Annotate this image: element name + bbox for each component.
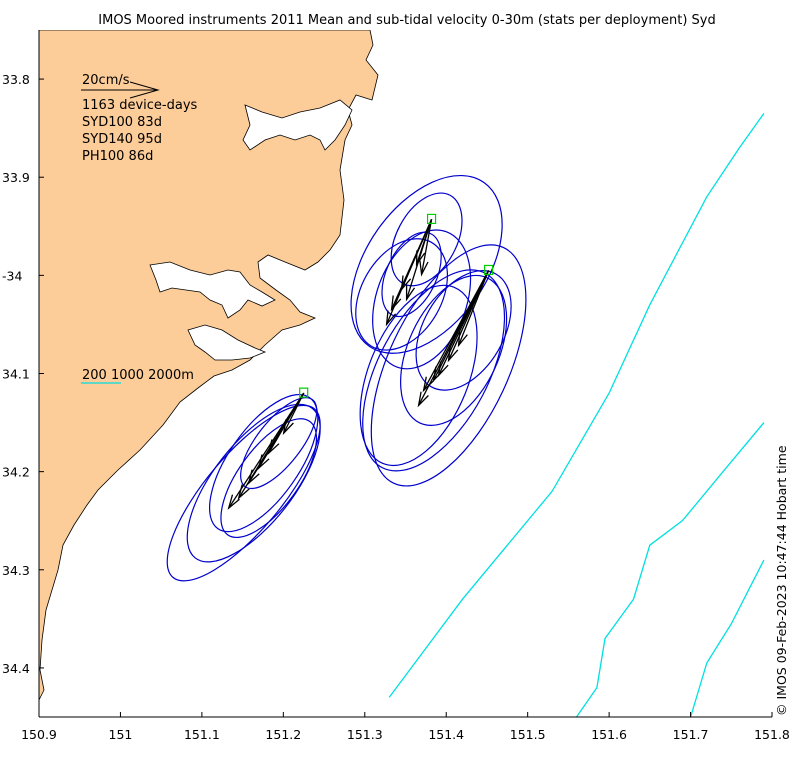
station-marker [426,213,437,225]
variance-ellipse [362,269,506,472]
velocity-vector-head [419,260,429,277]
y-tick-label: 34.3 [2,563,30,578]
coastline-land [39,30,379,701]
x-tick-label: 151.6 [591,727,627,742]
y-tick-label: -34 [2,268,22,283]
station-marker-layer [299,213,494,398]
velocity-vector-head [282,419,294,436]
velocity-vector [283,392,305,434]
variance-ellipse [390,192,463,287]
velocity-vector-head [437,361,449,378]
x-tick-label: 151.4 [428,727,464,742]
deployment-syd140: SYD140 95d [82,132,162,147]
velocity-vector-head [422,376,435,393]
chart-title: IMOS Moored instruments 2011 Mean and su… [98,13,715,28]
botany-bay-inlet [187,324,267,361]
velocity-vector [457,270,490,346]
variance-ellipse [166,404,321,582]
x-tick-label: 151 [109,727,133,742]
variance-ellipse [370,244,527,487]
scale-label: 20cm/s [82,73,130,88]
velocity-vector [420,219,433,275]
velocity-vector [385,219,433,325]
x-tick-label: 151.1 [184,727,220,742]
x-axis-ticks: 150.9 151 151.1 151.2 151.3 151.4 151.5 151.6 15… [21,712,790,742]
isobath-layer [388,113,765,717]
velocity-vector-head [227,494,240,510]
scale-arrow-head [129,81,160,99]
isobath-line [388,113,765,698]
variance-ellipse [220,418,318,539]
credit-text: © IMOS 09-Feb-2023 10:47:44 Hobart time [774,445,789,716]
velocity-vector [258,392,305,469]
port-jackson-inlet [149,261,276,319]
device-days-label: 1163 device-days [82,98,198,113]
isobath-line [689,559,765,717]
x-tick-label: 151.8 [754,727,790,742]
x-tick-label: 150.9 [21,727,57,742]
velocity-vector [423,270,490,391]
velocity-vector-head [385,310,397,327]
x-tick-label: 151.7 [673,727,709,742]
plot-area [39,30,765,717]
vector-layer [227,219,490,510]
x-tick-label: 151.3 [347,727,383,742]
velocity-vector-head [257,454,270,470]
y-tick-label: 34.4 [2,661,30,676]
isobath-line [575,422,765,717]
velocity-vector-head [390,295,402,312]
deployment-ph100: PH100 86d [82,149,153,164]
deployment-syd100: SYD100 83d [82,115,162,130]
variance-ellipse [415,270,512,391]
velocity-vector-head [417,391,429,408]
velocity-vector-head [267,439,280,455]
variance-ellipse [240,397,318,490]
y-tick-label: 34.2 [2,465,30,480]
station-marker [299,387,309,398]
broken-bay-inlet [242,99,353,151]
velocity-vector [437,270,490,376]
velocity-vector-head [247,469,260,485]
y-tick-label: 33.8 [2,72,30,87]
velocity-vector-head [405,285,416,302]
variance-ellipse [359,284,478,467]
variance-ellipse [186,403,321,563]
legend: 20cm/s 1163 device-days SYD100 83d SYD14… [81,73,198,384]
variance-ellipse [355,238,449,351]
y-tick-label: 34.1 [2,367,30,382]
velocity-vector [405,219,433,300]
x-tick-label: 151.5 [510,727,546,742]
y-axis-ticks: 33.8 33.9 -34 34.1 34.2 34.3 34.4 [2,72,44,676]
x-tick-label: 151.2 [265,727,301,742]
isobaths-label: 200 1000 2000m [82,368,194,383]
velocity-vector-head [457,331,468,348]
y-tick-label: 33.9 [2,170,30,185]
velocity-vector-head [237,484,250,500]
station-marker [483,264,494,276]
